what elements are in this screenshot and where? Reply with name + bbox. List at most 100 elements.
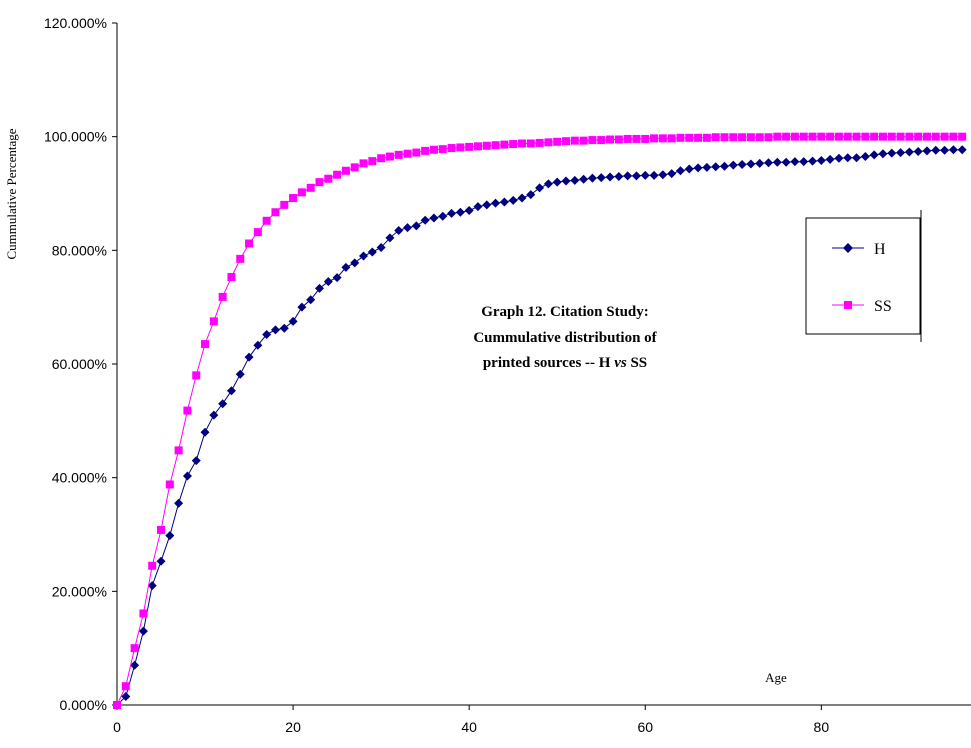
data-point-ss (650, 134, 659, 143)
data-point-h (526, 190, 536, 200)
data-point-h (508, 195, 518, 205)
data-point-ss (438, 145, 447, 154)
data-point-ss (218, 292, 227, 301)
data-point-h (579, 174, 589, 184)
data-point-ss (852, 132, 861, 141)
data-point-h (535, 183, 545, 193)
data-point-ss (350, 163, 359, 172)
data-point-h (482, 200, 492, 210)
legend-ss-label: SS (874, 298, 892, 315)
data-point-h (218, 399, 228, 409)
data-point-h (808, 156, 818, 166)
data-point-h (640, 170, 650, 180)
y-tick-label: 40.000% (52, 470, 107, 486)
data-point-h (711, 162, 721, 172)
data-point-ss (526, 139, 535, 148)
data-point-ss (694, 133, 703, 142)
data-point-ss (720, 133, 729, 142)
data-point-h (376, 242, 386, 252)
data-point-h (860, 152, 870, 162)
data-point-h (332, 273, 342, 283)
data-point-h (174, 498, 184, 508)
data-point-ss (262, 216, 271, 225)
data-point-h (138, 626, 148, 636)
legend-ss-square-icon (844, 301, 852, 309)
data-point-ss (834, 132, 843, 141)
data-point-h (948, 145, 958, 155)
data-point-ss (632, 134, 641, 143)
data-point-ss (447, 144, 456, 153)
data-point-ss (500, 140, 509, 149)
data-point-h (623, 171, 633, 181)
data-point-ss (746, 133, 755, 142)
data-point-ss (922, 132, 931, 141)
data-point-ss (165, 480, 174, 489)
data-point-ss (341, 166, 350, 175)
chart-annotation: Graph 12. Citation Study: Cummulative di… (473, 304, 657, 371)
data-point-ss (949, 132, 958, 141)
data-point-ss (280, 200, 289, 209)
x-tick-label: 40 (461, 719, 477, 735)
data-point-ss (623, 134, 632, 143)
data-point-h (719, 161, 729, 171)
data-point-ss (253, 228, 262, 237)
data-point-h (675, 166, 685, 176)
data-point-h (596, 173, 606, 183)
data-point-h (684, 164, 694, 174)
data-point-h (543, 179, 553, 189)
data-point-ss (843, 132, 852, 141)
data-point-ss (553, 137, 562, 146)
data-point-h (455, 207, 465, 217)
data-point-h (420, 215, 430, 225)
data-point-h (156, 556, 166, 566)
data-point-h (411, 221, 421, 231)
data-point-h (940, 145, 950, 155)
data-point-h (852, 153, 862, 163)
data-point-h (209, 410, 219, 420)
annotation-line-3: printed sources -- H vs SS (483, 355, 647, 371)
data-point-ss (245, 239, 254, 248)
data-point-h (464, 206, 474, 216)
y-tick-label: 120.000% (44, 15, 107, 31)
data-point-ss (227, 273, 236, 282)
data-point-ss (676, 133, 685, 142)
data-point-ss (359, 159, 368, 168)
data-point-h (147, 581, 157, 591)
data-point-ss (878, 132, 887, 141)
data-point-ss (509, 140, 518, 149)
data-point-ss (685, 133, 694, 142)
data-point-h (825, 154, 835, 164)
data-point-ss (667, 134, 676, 143)
data-point-ss (315, 178, 324, 187)
data-point-ss (306, 183, 315, 192)
data-point-ss (130, 644, 139, 653)
data-point-ss (482, 141, 491, 150)
data-point-ss (297, 188, 306, 197)
data-point-h (799, 157, 809, 167)
annotation-line-2: Cummulative distribution of (473, 330, 657, 346)
data-point-h (438, 211, 448, 221)
data-point-ss (914, 132, 923, 141)
y-tick-label: 100.000% (44, 129, 107, 145)
data-point-h (394, 225, 404, 235)
data-point-h (922, 146, 932, 156)
data-point-h (517, 193, 527, 203)
annotation-line-3-vs: vs (614, 355, 627, 371)
data-point-h (226, 386, 236, 396)
series-h (112, 145, 967, 710)
data-point-ss (412, 148, 421, 157)
data-point-h (323, 277, 333, 287)
data-point-h (350, 258, 360, 268)
data-point-h (728, 160, 738, 170)
data-point-ss (782, 132, 791, 141)
data-point-h (270, 325, 280, 335)
data-point-ss (562, 137, 571, 146)
data-point-ss (790, 132, 799, 141)
data-point-ss (861, 132, 870, 141)
x-tick-label: 20 (285, 719, 301, 735)
series-ss (113, 132, 967, 709)
data-point-ss (209, 317, 218, 326)
data-point-h (772, 157, 782, 167)
data-point-ss (271, 208, 280, 217)
data-point-h (200, 427, 210, 437)
